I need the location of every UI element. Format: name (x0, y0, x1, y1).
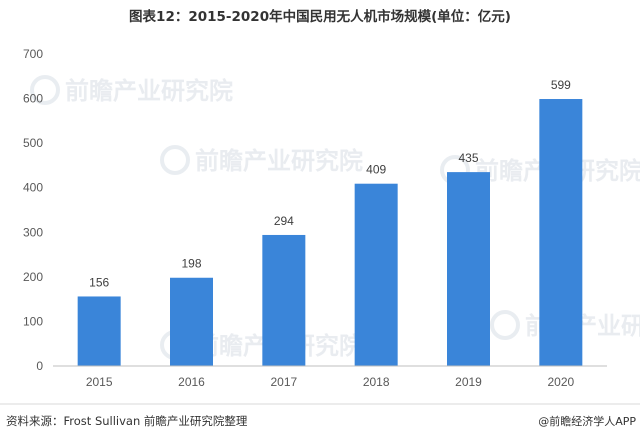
watermark-text: 前瞻产业研究院 (65, 77, 233, 105)
data-labels: 156 198 294 409 435 599 (89, 78, 571, 289)
x-tick-label-2018: 2018 (363, 375, 390, 389)
source-note: 资料来源：Frost Sullivan 前瞻产业研究院整理 (6, 414, 248, 428)
x-axis: 2015 2016 2017 2018 2019 2020 (86, 375, 575, 389)
data-label-2017: 294 (274, 214, 294, 228)
bar-2018 (354, 183, 398, 366)
bar-2020 (539, 99, 583, 366)
data-label-2019: 435 (458, 151, 478, 165)
bar-2019 (447, 172, 490, 366)
x-tick-label-2020: 2020 (547, 375, 574, 389)
watermark-logo-icon: 前瞻产业研究院 (160, 145, 363, 175)
x-tick-label-2019: 2019 (455, 375, 482, 389)
data-label-2020: 599 (551, 78, 571, 92)
chart-title: 图表12：2015-2020年中国民用无人机市场规模(单位：亿元) (129, 8, 511, 25)
y-tick-label: 100 (23, 314, 43, 328)
x-tick-label-2015: 2015 (86, 375, 113, 389)
y-tick-label: 300 (23, 225, 43, 239)
watermark-text: 前瞻产业研究院 (195, 147, 363, 175)
bar-series (77, 99, 583, 366)
data-label-2015: 156 (89, 275, 109, 289)
y-tick-label: 200 (23, 270, 43, 284)
y-axis: 0 100 200 300 400 500 600 700 (23, 47, 43, 373)
bar-2017 (262, 234, 306, 366)
y-tick-label: 500 (23, 136, 43, 150)
y-tick-label: 0 (36, 359, 43, 373)
y-tick-label: 600 (23, 92, 43, 106)
watermark-logo-icon: 前瞻产业研究院 (30, 75, 233, 105)
x-tick-label-2017: 2017 (270, 375, 297, 389)
bar-2015 (77, 296, 121, 366)
bar-2016 (170, 277, 213, 366)
y-tick-label: 700 (23, 47, 43, 61)
x-tick-label-2016: 2016 (178, 375, 205, 389)
data-label-2016: 198 (181, 257, 201, 271)
brand-label: @前瞻经济学人APP (538, 414, 636, 428)
data-label-2018: 409 (366, 163, 386, 177)
y-tick-label: 400 (23, 181, 43, 195)
